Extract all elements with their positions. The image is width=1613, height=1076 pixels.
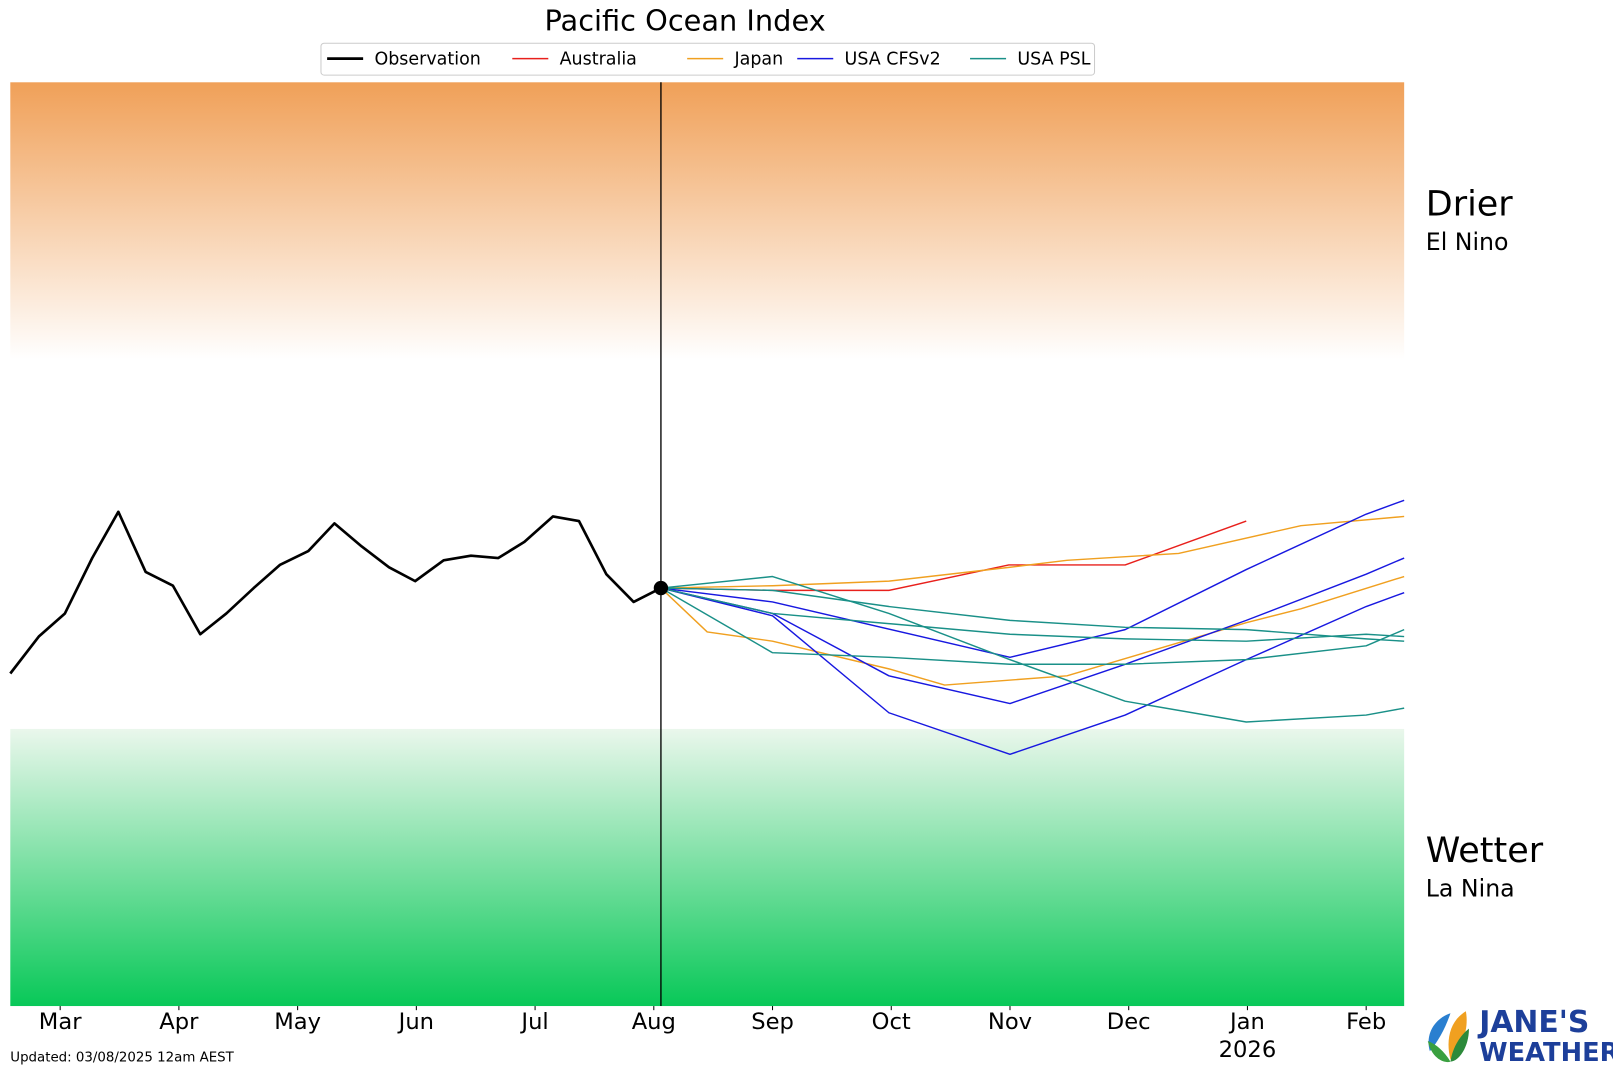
x-tick-label: Apr bbox=[159, 1009, 199, 1035]
x-tick-label: Feb bbox=[1346, 1009, 1386, 1035]
forecast-line bbox=[660, 587, 1405, 642]
x-tick-label: Oct bbox=[872, 1009, 911, 1035]
year-label: 2026 bbox=[1219, 1037, 1277, 1063]
legend-label: Australia bbox=[560, 50, 637, 70]
legend-label: USA PSL bbox=[1017, 50, 1090, 70]
forecast-line bbox=[660, 587, 1405, 642]
x-tick-label: Jun bbox=[397, 1009, 434, 1035]
logo-text: WEATHER bbox=[1479, 1038, 1613, 1068]
forecast-line bbox=[660, 499, 1405, 659]
band bbox=[10, 728, 1405, 1007]
forecast-line bbox=[660, 515, 1405, 589]
band-label: Wetter bbox=[1426, 831, 1544, 871]
band-sublabel: El Nino bbox=[1426, 228, 1509, 256]
forecast-line bbox=[660, 520, 1247, 592]
legend-label: USA CFSv2 bbox=[845, 50, 941, 70]
x-tick-label: Nov bbox=[988, 1009, 1032, 1035]
x-tick-label: Dec bbox=[1107, 1009, 1151, 1035]
x-tick-label: May bbox=[274, 1009, 321, 1035]
x-tick-label: Jul bbox=[519, 1009, 548, 1035]
logo: JANE'S WEATHER bbox=[1427, 1005, 1613, 1068]
forecast-line bbox=[660, 587, 1405, 756]
band bbox=[10, 82, 1405, 360]
chart-title: Pacific Ocean Index bbox=[544, 4, 825, 38]
band-label: Drier bbox=[1426, 184, 1514, 224]
band-sublabel: La Nina bbox=[1426, 875, 1515, 903]
x-tick-label: Sep bbox=[751, 1009, 794, 1035]
latest-marker bbox=[653, 580, 669, 596]
legend-label: Japan bbox=[733, 50, 783, 70]
forecast-line bbox=[660, 575, 1405, 686]
x-tick-label: Aug bbox=[632, 1009, 676, 1035]
legend-label: Observation bbox=[374, 50, 480, 70]
forecast-line bbox=[660, 587, 1405, 665]
forecast-line bbox=[660, 557, 1405, 705]
updated-note: Updated: 03/08/2025 12am AEST bbox=[10, 1050, 234, 1065]
x-tick-label: Mar bbox=[39, 1009, 82, 1035]
x-tick-label: Jan bbox=[1228, 1009, 1265, 1035]
logo-text: JANE'S bbox=[1477, 1005, 1589, 1040]
forecast-line bbox=[660, 575, 1405, 723]
observation-line bbox=[9, 510, 662, 675]
